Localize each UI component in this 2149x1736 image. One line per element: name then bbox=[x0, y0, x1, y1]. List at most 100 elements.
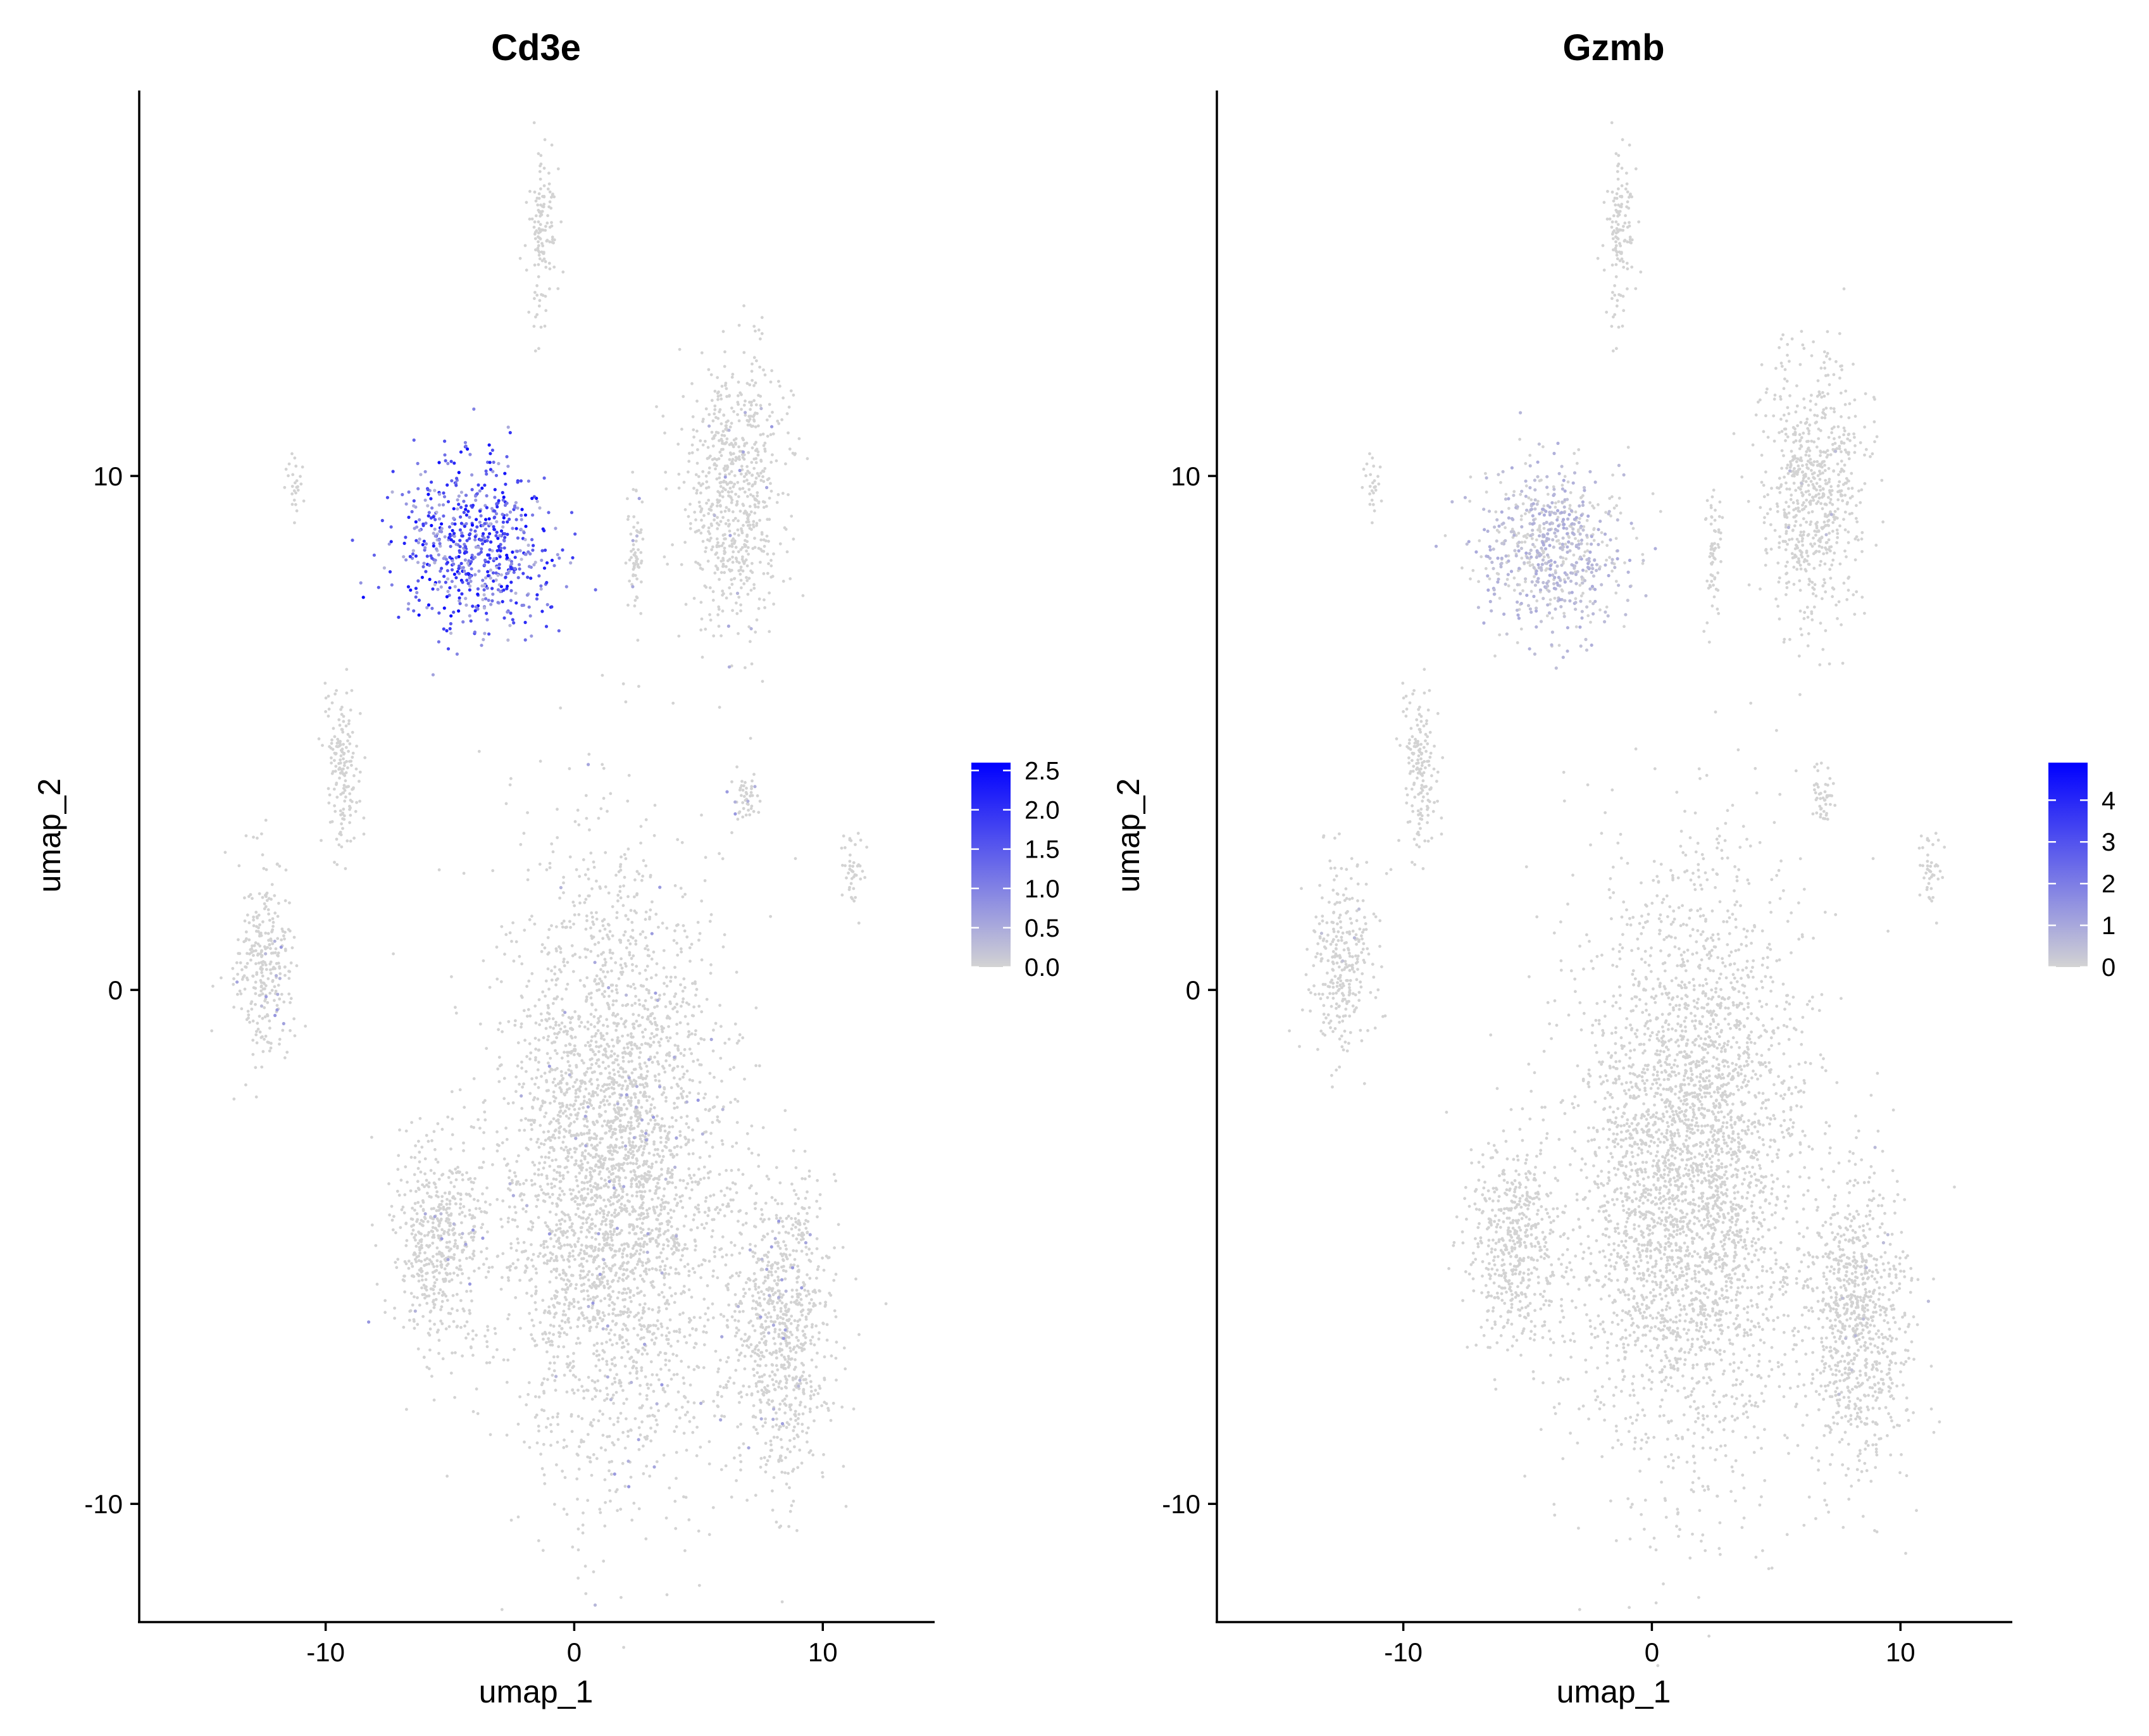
cell-point bbox=[566, 1159, 570, 1163]
cell-point bbox=[416, 1180, 420, 1183]
cell-point bbox=[528, 1446, 532, 1449]
cell-point bbox=[804, 1197, 807, 1200]
cell-point bbox=[793, 1445, 796, 1449]
cell-point bbox=[568, 1043, 572, 1046]
cell-point bbox=[614, 988, 618, 992]
cell-point bbox=[618, 1146, 621, 1149]
cell-point bbox=[547, 1367, 551, 1371]
cell-point bbox=[605, 1123, 609, 1127]
cell-point bbox=[565, 1235, 569, 1239]
cell-point bbox=[582, 1297, 586, 1301]
cell-point bbox=[614, 1321, 618, 1325]
cell-point bbox=[412, 1318, 416, 1321]
cell-point bbox=[413, 1156, 417, 1159]
cell-point bbox=[571, 970, 575, 973]
cell-point bbox=[699, 566, 702, 570]
cell-point bbox=[747, 1346, 751, 1349]
cell-point bbox=[632, 1068, 636, 1071]
cell-point bbox=[599, 1032, 602, 1035]
cell-point bbox=[675, 1106, 679, 1109]
cell-point bbox=[561, 925, 564, 929]
cell-point bbox=[647, 1095, 651, 1099]
cell-point bbox=[593, 1248, 597, 1252]
cell-point bbox=[691, 1327, 694, 1330]
cell-point bbox=[714, 1021, 718, 1025]
cell-point bbox=[593, 1285, 597, 1289]
cell-point bbox=[567, 1107, 571, 1111]
cell-point bbox=[538, 863, 542, 866]
cell-point bbox=[418, 1116, 422, 1120]
cell-point bbox=[520, 1118, 523, 1122]
cell-point bbox=[716, 1370, 719, 1374]
cell-point bbox=[782, 1259, 785, 1263]
cell-point bbox=[719, 504, 722, 508]
cell-point bbox=[687, 1030, 690, 1033]
cell-point bbox=[782, 1321, 785, 1325]
cell-point bbox=[607, 1158, 611, 1161]
cell-point bbox=[470, 1180, 473, 1184]
cell-point bbox=[374, 1244, 378, 1247]
cell-point bbox=[632, 1078, 636, 1082]
cell-point bbox=[584, 1592, 588, 1595]
cell-point bbox=[495, 1130, 499, 1133]
cell-point bbox=[542, 1473, 546, 1477]
cell-point bbox=[688, 1196, 692, 1200]
cell-point bbox=[542, 1409, 546, 1413]
cell-point bbox=[769, 564, 773, 568]
cell-point bbox=[770, 1196, 774, 1199]
cell-point bbox=[554, 1023, 557, 1027]
cell-point bbox=[789, 1349, 792, 1353]
cell-point bbox=[772, 552, 775, 556]
cell-point bbox=[598, 1508, 602, 1511]
cell-point bbox=[560, 1218, 564, 1221]
cell-point bbox=[412, 1253, 416, 1256]
cell-point bbox=[739, 1390, 743, 1394]
cell-point bbox=[575, 1477, 579, 1481]
cell-point bbox=[762, 1292, 766, 1296]
cell-point bbox=[719, 1468, 723, 1471]
cell-point bbox=[543, 1101, 547, 1104]
cell-point bbox=[797, 1301, 801, 1305]
cell-point bbox=[539, 1012, 543, 1016]
cell-point bbox=[662, 1232, 666, 1235]
cell-point bbox=[549, 1251, 552, 1254]
cell-point bbox=[627, 1060, 631, 1063]
cell-point bbox=[656, 1244, 659, 1248]
cell-point bbox=[451, 1228, 454, 1232]
cell-point bbox=[790, 1182, 794, 1186]
cell-point bbox=[575, 1147, 578, 1151]
cell-point bbox=[738, 449, 742, 453]
cell-point bbox=[583, 901, 587, 904]
cell-point bbox=[594, 1199, 597, 1202]
cell-point bbox=[604, 1053, 607, 1057]
cell-point bbox=[638, 1303, 642, 1306]
cell-point bbox=[761, 1425, 764, 1428]
cell-point bbox=[757, 328, 761, 332]
cell-point bbox=[416, 1347, 420, 1351]
cell-point bbox=[556, 808, 559, 811]
cell-point bbox=[565, 1090, 568, 1094]
cell-point bbox=[595, 879, 598, 883]
cell-point bbox=[481, 1192, 484, 1196]
cell-point bbox=[586, 1433, 590, 1436]
cell-point bbox=[650, 1338, 654, 1342]
cell-point bbox=[606, 1099, 609, 1102]
cell-point bbox=[601, 982, 605, 985]
cell-point bbox=[585, 976, 589, 980]
cell-point bbox=[673, 1197, 676, 1201]
cell-point bbox=[642, 1035, 645, 1039]
cell-point bbox=[702, 1227, 706, 1230]
cell-point bbox=[537, 1396, 541, 1399]
cell-point bbox=[604, 1223, 608, 1227]
cell-point bbox=[450, 1090, 454, 1094]
cell-point bbox=[594, 1137, 598, 1140]
cell-point bbox=[588, 1213, 592, 1216]
cell-point bbox=[811, 1323, 814, 1327]
cell-point bbox=[562, 1148, 566, 1152]
cell-point bbox=[514, 1249, 518, 1252]
cell-point bbox=[776, 1316, 780, 1320]
cell-point bbox=[806, 1190, 809, 1194]
cell-point bbox=[554, 1068, 557, 1071]
cell-point bbox=[544, 979, 548, 983]
cell-point bbox=[621, 1298, 625, 1302]
